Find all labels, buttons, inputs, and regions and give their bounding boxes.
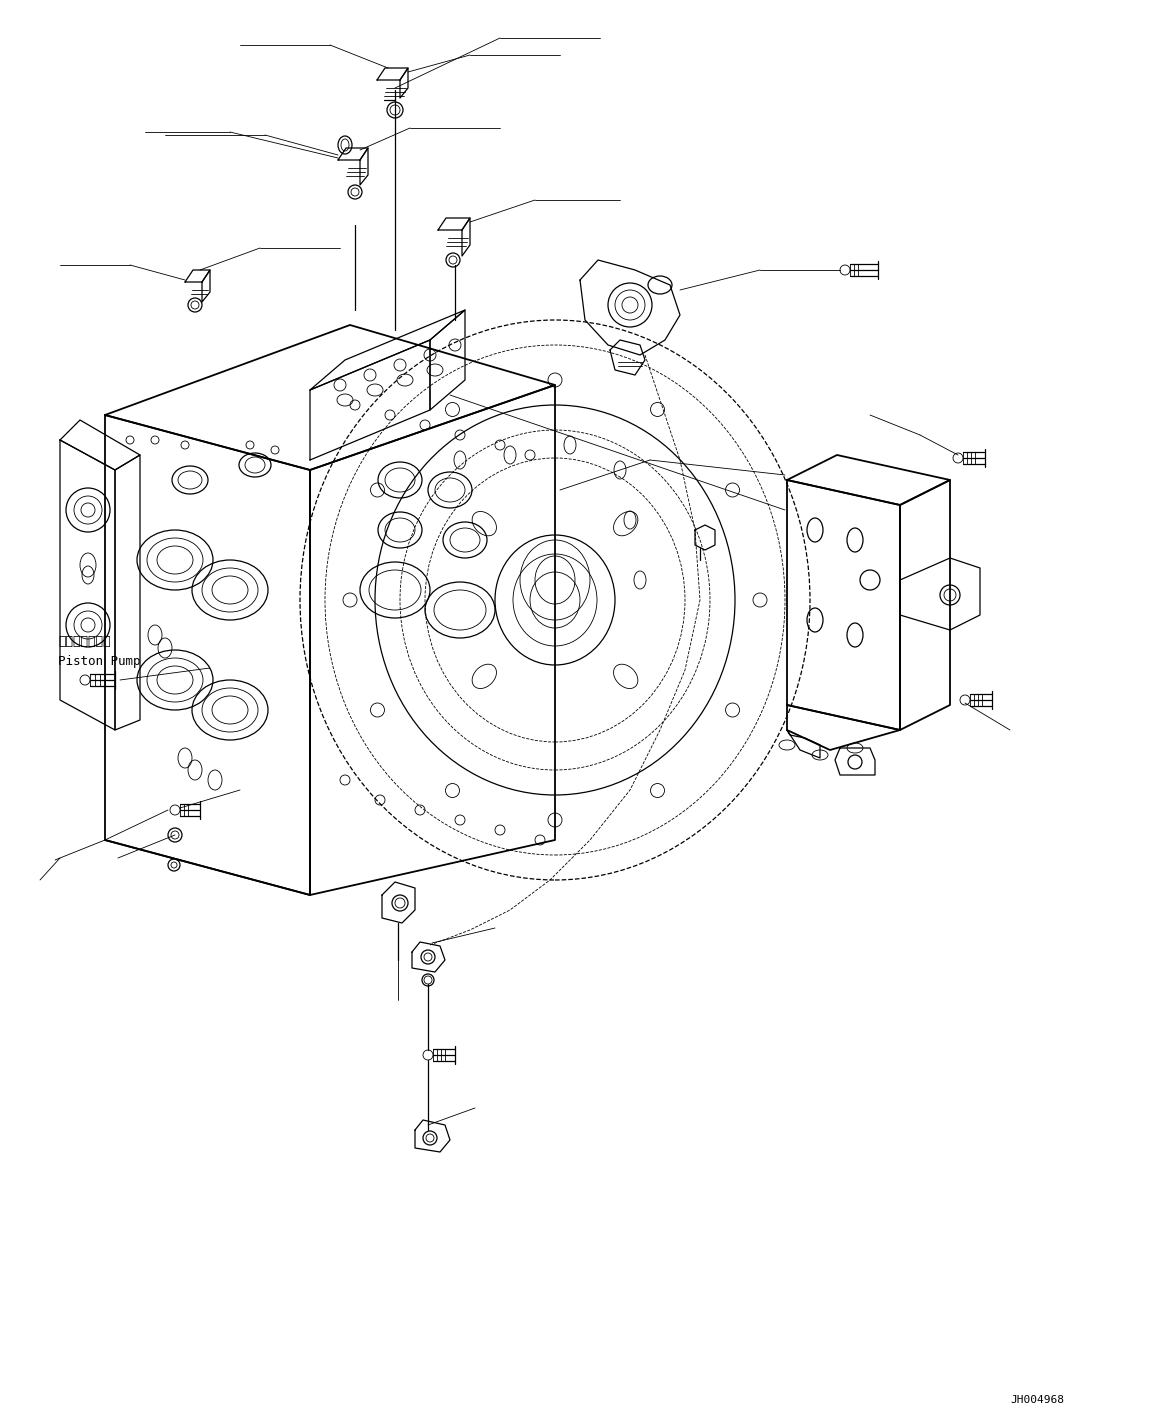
Text: JH004968: JH004968 [1009, 1395, 1064, 1405]
Text: Piston Pump: Piston Pump [58, 656, 141, 668]
Text: ピストンポンプ: ピストンポンプ [58, 636, 110, 648]
